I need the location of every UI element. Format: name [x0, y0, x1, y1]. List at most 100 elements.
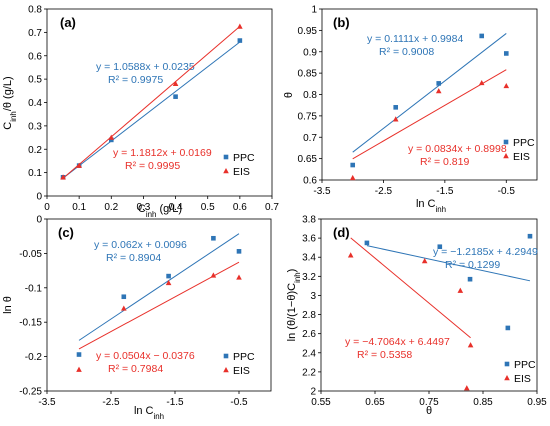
equation-eis: y = 0.0504x − 0.0376 — [96, 350, 195, 362]
y-tick-label: 0.8 — [303, 90, 317, 101]
data-point-ppc — [527, 233, 533, 239]
data-point-eis — [435, 88, 442, 94]
data-point-eis — [421, 258, 428, 264]
y-tick-label: 2.8 — [302, 310, 316, 321]
trendline-eis — [350, 237, 471, 339]
y-tick-label: 0.7 — [28, 28, 42, 39]
x-tick-label: 0.7 — [265, 202, 279, 213]
y-tick-label: 0 — [36, 192, 42, 203]
x-tick-label: 0.85 — [473, 397, 493, 408]
equation-ppc: y = 0.1111x + 0.9984 — [367, 33, 463, 45]
equation-eis: y = −4.7064x + 6.4497 — [345, 336, 450, 348]
legend-label-eis: EIS — [233, 166, 250, 178]
y-tick-label: 3.2 — [302, 272, 316, 283]
data-point-ppc — [121, 294, 127, 300]
r-squared-eis: R² = 0.819 — [420, 156, 469, 168]
x-tick-label: 0.95 — [527, 397, 547, 408]
legend-marker-ppc — [223, 154, 229, 160]
equation-ppc: y = 1.0588x + 0.0235 — [96, 61, 195, 73]
data-point-ppc — [393, 105, 399, 110]
x-axis-label: ln Cinh​ — [134, 405, 164, 421]
data-point-eis — [503, 82, 510, 89]
data-point-ppc — [108, 137, 114, 143]
r-squared-ppc: R² = 0.9975 — [108, 74, 163, 86]
legend-label-ppc: PPC — [513, 137, 535, 149]
data-point-ppc — [364, 240, 370, 246]
legend-marker-eis — [223, 367, 229, 373]
y-axis-label: θ — [283, 92, 295, 98]
y-tick-label: -0.05 — [19, 249, 42, 260]
legend-marker-eis — [503, 153, 509, 159]
legend-label-ppc: PPC — [514, 359, 536, 371]
panel-d: 2 2.2 2.4 2.6 2.8 3 3.2 3.4 3.6 3.8 0.55 0.65 0.75 0.… — [286, 215, 547, 418]
x-tick-label: -1.5 — [166, 397, 184, 408]
data-point-eis — [464, 385, 470, 391]
y-tick-label: 3 — [310, 291, 316, 302]
legend-label-ppc: PPC — [233, 152, 255, 164]
y-tick-label: 2.2 — [302, 367, 316, 378]
panel-label: (a) — [60, 15, 76, 30]
data-point-ppc — [505, 325, 511, 331]
y-tick-label: 0.85 — [298, 69, 318, 80]
legend-label-ppc: PPC — [233, 351, 255, 363]
legend-marker-ppc — [223, 353, 229, 359]
y-tick-label: -0.15 — [19, 318, 42, 329]
x-tick-label: -0.5 — [230, 397, 248, 408]
trendline-ppc — [352, 33, 507, 153]
r-squared-eis: R² = 0.5358 — [357, 349, 412, 361]
data-point-eis — [236, 274, 242, 280]
y-tick-label: 0.65 — [298, 154, 318, 165]
y-tick-label: -0.2 — [25, 352, 43, 363]
y-axis-label: ln (θ/(1−θ)Cinh​) — [286, 269, 302, 342]
x-tick-label: 0.6 — [233, 202, 247, 213]
y-tick-label: 3.4 — [302, 253, 316, 264]
data-point-eis — [467, 342, 474, 348]
data-point-eis — [76, 162, 82, 168]
data-point-ppc — [436, 81, 442, 86]
x-tick-label: -1.5 — [436, 186, 454, 197]
x-tick-label: 0 — [44, 202, 50, 213]
y-tick-label: 2.4 — [302, 348, 316, 359]
y-axis-label: Cinh​/θ (g/L) — [2, 76, 18, 129]
y-tick-label: 0.8 — [28, 5, 42, 16]
data-point-ppc — [166, 273, 171, 279]
x-tick-label: -2.5 — [102, 397, 120, 408]
legend-label-eis: EIS — [233, 365, 250, 377]
x-tick-label: 0.4 — [169, 202, 183, 213]
data-point-ppc — [503, 51, 509, 56]
r-squared-ppc: R² = 0.9008 — [379, 46, 434, 58]
x-tick-label: -3.5 — [38, 397, 56, 408]
equation-ppc: y = 0.062x + 0.0096 — [94, 239, 187, 251]
data-point-ppc — [237, 38, 243, 43]
data-point-eis — [349, 174, 356, 181]
y-tick-label: 3.8 — [302, 215, 316, 226]
data-point-eis — [172, 80, 179, 86]
y-tick-label: 0.5 — [28, 75, 42, 86]
y-tick-label: 0.7 — [303, 133, 317, 144]
x-tick-label: -2.5 — [375, 186, 393, 197]
data-point-eis — [165, 279, 172, 286]
legend-label-eis: EIS — [513, 151, 530, 163]
panel-a: 0 0.1 0.2 0.3 0.4 0.5 0.6 0.7 0.8 0 0.1 0.2 0.3 0.4 0.… — [2, 5, 279, 219]
plot-frame — [46, 218, 272, 392]
data-point-eis — [347, 252, 354, 258]
legend-marker-eis — [504, 375, 510, 381]
y-tick-label: 0.9 — [303, 47, 317, 58]
trendline-ppc — [62, 41, 241, 179]
panel-c: -0.25 -0.2 -0.15 -0.1 -0.05 0 -3.5 -2.5 -1.5 -0.5… — [2, 215, 272, 421]
panel-b: 0.6 0.65 0.7 0.75 0.8 0.85 0.9 0.95 1 -3.5 -2.5 -1.… — [283, 5, 538, 214]
trendline-eis — [78, 261, 240, 350]
r-squared-ppc: R² = 0.1299 — [445, 259, 500, 271]
y-tick-label: 0.6 — [303, 176, 317, 187]
data-point-eis — [108, 134, 115, 140]
legend-label-eis: EIS — [514, 373, 531, 385]
x-tick-label: 0.75 — [419, 397, 439, 408]
equation-eis: y = 1.1812x + 0.0169 — [113, 147, 212, 159]
x-tick-label: 0.2 — [104, 202, 118, 213]
plot-frame — [320, 218, 538, 392]
y-tick-label: 0.2 — [28, 145, 42, 156]
data-point-ppc — [173, 94, 178, 99]
data-point-ppc — [76, 352, 82, 357]
x-tick-label: 0.1 — [72, 202, 86, 213]
